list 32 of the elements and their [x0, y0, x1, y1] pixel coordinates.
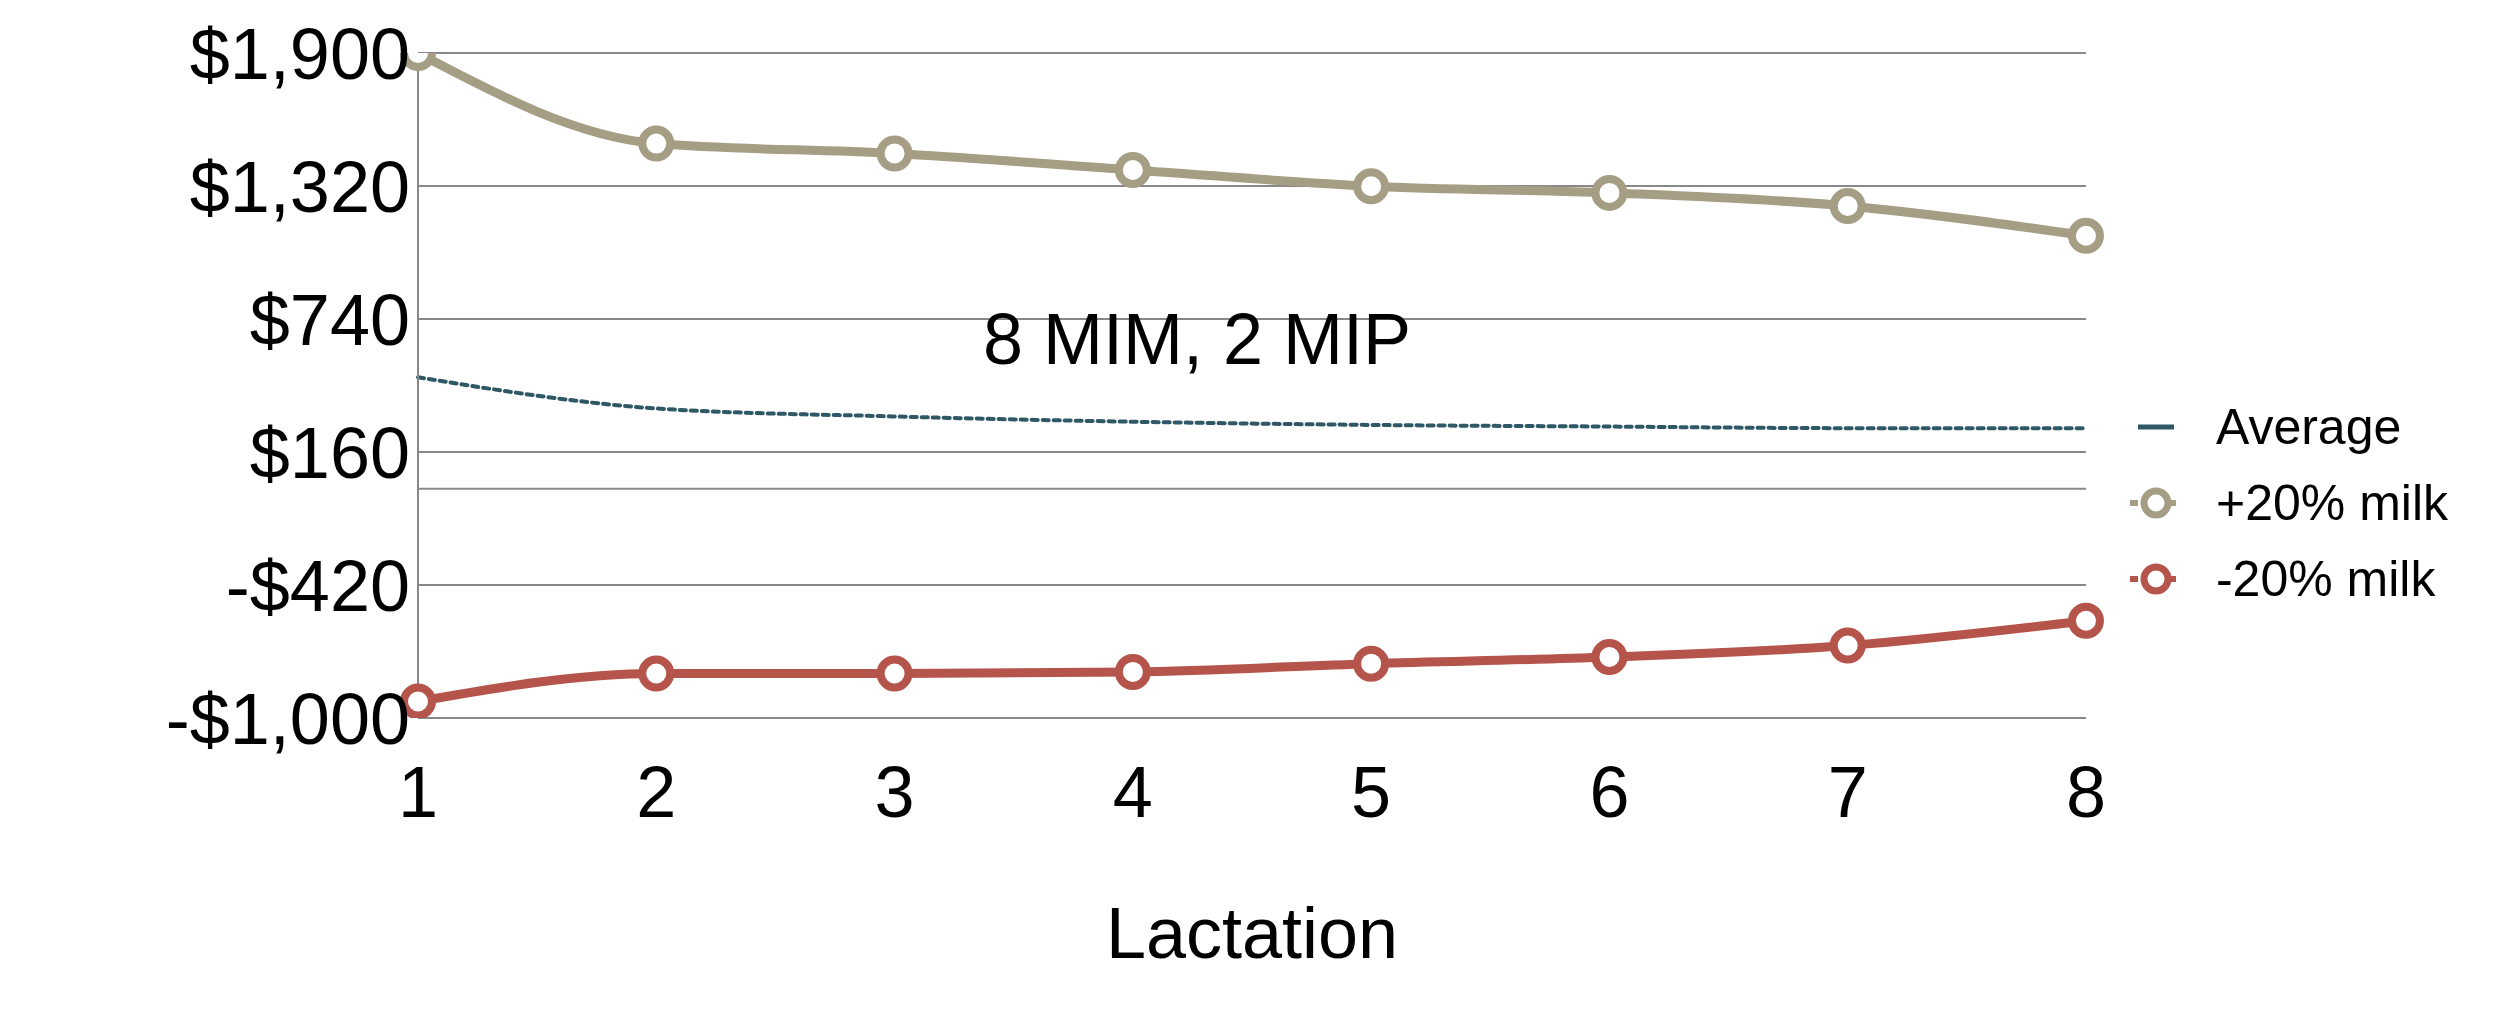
line-series — [416, 375, 2088, 431]
point — [1591, 639, 1628, 675]
x-axis-title: Lactation — [1105, 893, 1399, 973]
legend-label: +20% milk — [2215, 474, 2448, 532]
point — [1829, 187, 1866, 224]
point — [638, 125, 675, 162]
point — [1353, 168, 1390, 205]
x-tick-label: 7 — [1827, 752, 1868, 833]
x-tick-label: 4 — [1112, 752, 1153, 833]
x-tick-label: 3 — [874, 752, 915, 833]
legend-label: -20% milk — [2215, 550, 2436, 608]
y-tick-label: -$420 — [225, 545, 410, 626]
y-tick-label: $740 — [249, 279, 410, 360]
point — [1829, 627, 1866, 664]
point — [1353, 645, 1390, 682]
point — [1114, 653, 1151, 690]
x-tick-label: 6 — [1589, 752, 1630, 833]
point — [876, 655, 913, 692]
y-tick-label: $160 — [249, 412, 410, 493]
point — [638, 655, 675, 692]
point — [1591, 174, 1628, 211]
x-tick-label: 2 — [636, 752, 677, 833]
x-tick-label: 5 — [1351, 752, 1392, 833]
legend-label: Average — [2215, 398, 2402, 456]
point — [1114, 151, 1151, 188]
point — [876, 135, 913, 172]
point — [2067, 217, 2104, 254]
annotation: 8 MIM, 2 MIP — [983, 298, 1412, 380]
x-tick-label: 8 — [2065, 752, 2106, 833]
y-tick-label: $1,320 — [189, 146, 410, 227]
point — [2067, 602, 2104, 639]
y-tick-label: $1,900 — [189, 13, 410, 94]
